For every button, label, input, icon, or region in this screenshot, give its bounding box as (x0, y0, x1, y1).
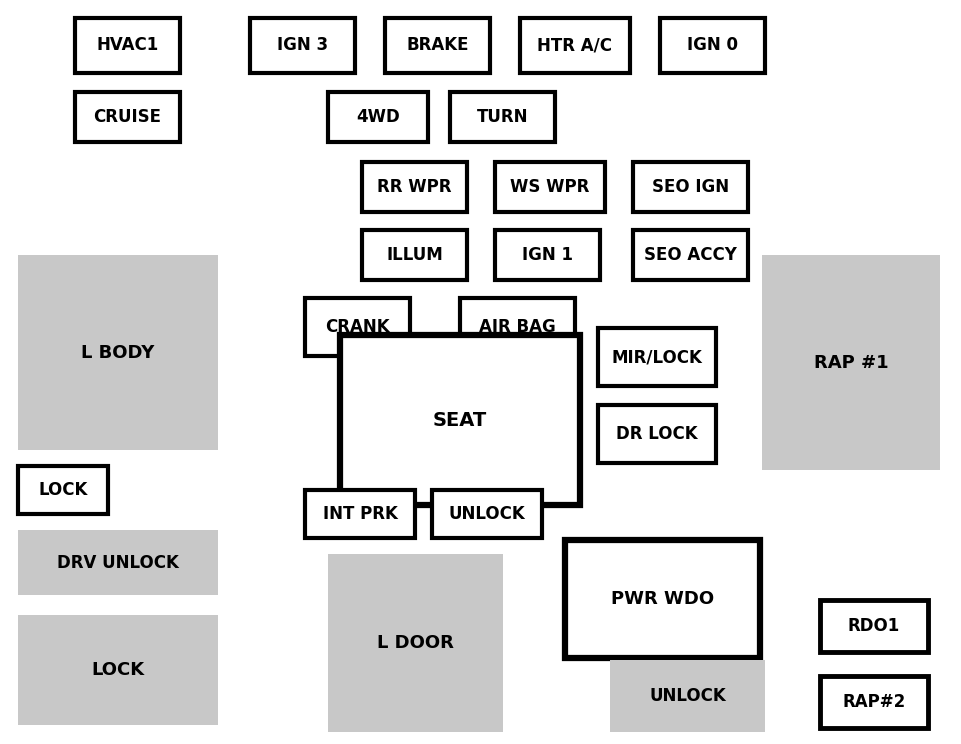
Text: L DOOR: L DOOR (377, 634, 454, 652)
Bar (18, 255, 218, 450)
Text: CRUISE: CRUISE (93, 108, 161, 126)
Text: SEO IGN: SEO IGN (652, 178, 728, 196)
Text: AIR BAG: AIR BAG (479, 318, 555, 336)
Text: IGN 0: IGN 0 (686, 36, 737, 54)
Text: HTR A/C: HTR A/C (537, 36, 612, 54)
Bar (18, 466, 108, 514)
Bar (598, 328, 715, 386)
Text: MIR/LOCK: MIR/LOCK (611, 348, 702, 366)
Text: SEAT: SEAT (432, 411, 486, 429)
Text: UNLOCK: UNLOCK (649, 687, 726, 705)
Bar (18, 615, 218, 725)
Bar (75, 92, 180, 142)
Bar (495, 162, 604, 212)
Text: CRANK: CRANK (325, 318, 389, 336)
Text: LOCK: LOCK (91, 661, 144, 679)
Text: ILLUM: ILLUM (385, 246, 442, 264)
Bar (819, 600, 927, 652)
Bar (361, 230, 466, 280)
Text: RAP #1: RAP #1 (813, 353, 887, 371)
Text: RDO1: RDO1 (847, 617, 899, 635)
Bar (18, 530, 218, 595)
Bar (598, 405, 715, 463)
Text: RR WPR: RR WPR (377, 178, 452, 196)
Bar (339, 335, 579, 505)
Text: TURN: TURN (477, 108, 528, 126)
Bar (459, 298, 575, 356)
Bar (632, 230, 748, 280)
Bar (761, 255, 939, 470)
Text: INT PRK: INT PRK (322, 505, 397, 523)
Bar (305, 490, 414, 538)
Text: 4WD: 4WD (356, 108, 400, 126)
Text: WS WPR: WS WPR (509, 178, 589, 196)
Bar (431, 490, 541, 538)
Bar (305, 298, 409, 356)
Text: BRAKE: BRAKE (406, 36, 468, 54)
Text: PWR WDO: PWR WDO (610, 590, 713, 608)
Bar (361, 162, 466, 212)
Bar (495, 230, 600, 280)
Bar (75, 18, 180, 73)
Bar (659, 18, 764, 73)
Bar (384, 18, 489, 73)
Text: DRV UNLOCK: DRV UNLOCK (57, 554, 179, 571)
Text: HVAC1: HVAC1 (96, 36, 159, 54)
Text: IGN 1: IGN 1 (522, 246, 573, 264)
Text: L BODY: L BODY (82, 344, 155, 362)
Text: LOCK: LOCK (38, 481, 87, 499)
Bar (328, 92, 428, 142)
Text: DR LOCK: DR LOCK (616, 425, 697, 443)
Text: UNLOCK: UNLOCK (448, 505, 525, 523)
Text: RAP#2: RAP#2 (842, 693, 904, 711)
Text: SEO ACCY: SEO ACCY (644, 246, 736, 264)
Text: IGN 3: IGN 3 (277, 36, 328, 54)
Bar (609, 660, 764, 732)
Bar (632, 162, 748, 212)
Bar (250, 18, 355, 73)
Bar (819, 676, 927, 728)
Bar (450, 92, 554, 142)
Bar (564, 540, 759, 658)
Bar (520, 18, 629, 73)
Bar (328, 554, 503, 732)
